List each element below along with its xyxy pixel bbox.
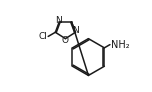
Text: Cl: Cl xyxy=(39,32,47,41)
Text: NH₂: NH₂ xyxy=(111,40,130,50)
Text: N: N xyxy=(55,16,62,25)
Text: N: N xyxy=(73,26,79,35)
Text: O: O xyxy=(62,36,69,45)
